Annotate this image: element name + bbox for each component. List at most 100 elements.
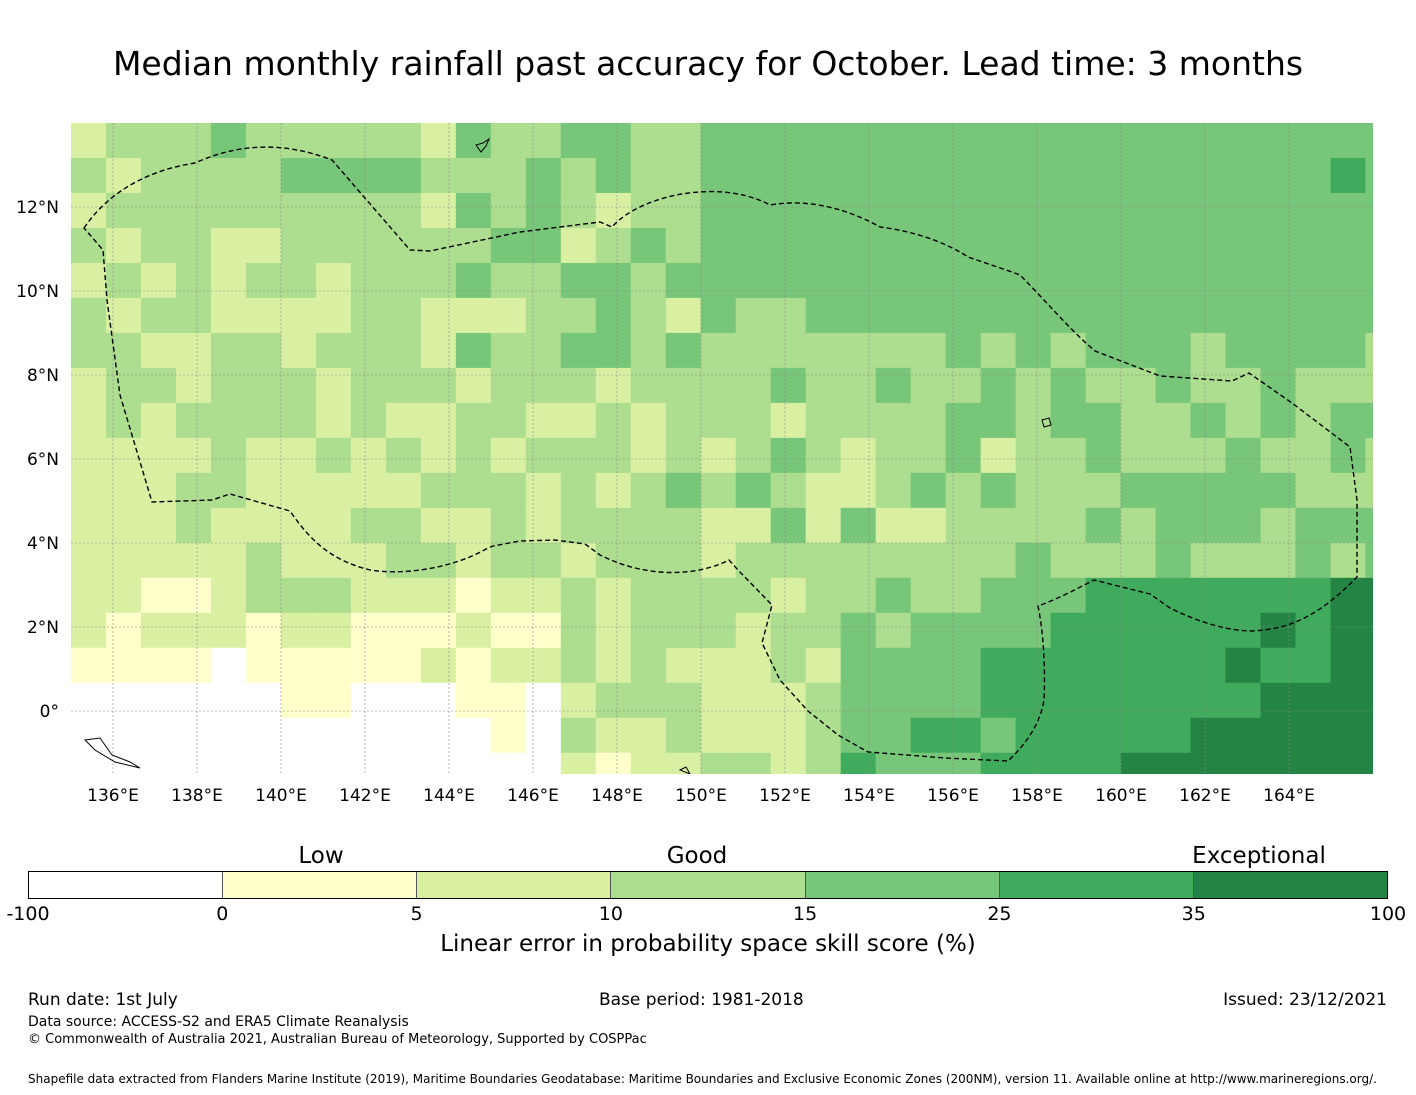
skill-cell [245, 437, 282, 474]
skill-cell [840, 367, 877, 404]
skill-cell [210, 227, 247, 264]
skill-cell [140, 367, 177, 404]
skill-cell [700, 402, 737, 439]
skill-cell [840, 297, 877, 334]
skill-cell [490, 123, 527, 159]
skill-cell [1260, 717, 1297, 754]
skill-cell [71, 157, 107, 194]
skill-cell [245, 752, 282, 774]
skill-cell [490, 752, 527, 774]
skill-cell [1365, 437, 1373, 474]
colorbar-tick-label: 5 [410, 903, 423, 925]
skill-cell [105, 367, 142, 404]
skill-cell [245, 647, 282, 684]
skill-cell [910, 647, 947, 684]
skill-cell [875, 437, 912, 474]
skill-cell [385, 332, 422, 369]
skill-cell [735, 647, 772, 684]
skill-cell [1120, 472, 1157, 509]
skill-cell [560, 437, 597, 474]
skill-cell [490, 297, 527, 334]
skill-cell [1225, 577, 1262, 614]
skill-cell [490, 507, 527, 544]
skill-cell [1330, 332, 1367, 369]
skill-cell [1365, 157, 1373, 194]
skill-cell [1295, 157, 1332, 194]
skill-cell [455, 332, 492, 369]
skill-cell [840, 472, 877, 509]
skill-cell [980, 542, 1017, 579]
skill-cell [665, 123, 702, 159]
skill-cell [105, 332, 142, 369]
skill-cell [805, 402, 842, 439]
skill-cell [525, 577, 562, 614]
skill-cell [280, 262, 317, 299]
skill-cell [1050, 367, 1087, 404]
skill-cell [1050, 402, 1087, 439]
skill-cell [560, 647, 597, 684]
skill-cell [910, 123, 947, 159]
skill-cell [1260, 227, 1297, 264]
skill-cell [735, 507, 772, 544]
skill-cell [210, 682, 247, 719]
skill-cell [805, 192, 842, 229]
skill-cell [1330, 227, 1367, 264]
skill-cell [420, 192, 457, 229]
skill-cell [315, 647, 352, 684]
skill-cell [1085, 123, 1122, 159]
skill-cell [735, 367, 772, 404]
skill-cell [1085, 472, 1122, 509]
skill-cell [1120, 717, 1157, 754]
skill-cell [665, 227, 702, 264]
colorbar [28, 871, 1388, 899]
skill-cell [350, 577, 387, 614]
skill-cell [700, 437, 737, 474]
skill-cell [385, 297, 422, 334]
skill-cell [71, 577, 107, 614]
skill-cell [385, 227, 422, 264]
skill-cell [1225, 123, 1262, 159]
skill-cell [1365, 577, 1373, 614]
skill-cell [665, 402, 702, 439]
skill-cell [595, 472, 632, 509]
skill-cell [490, 192, 527, 229]
run-date: Run date: 1st July [28, 990, 178, 1010]
skill-cell [105, 647, 142, 684]
skill-cell [595, 647, 632, 684]
skill-cell [945, 123, 982, 159]
skill-cell [805, 577, 842, 614]
skill-cell [1015, 647, 1052, 684]
skill-cell [1155, 227, 1192, 264]
skill-cell [210, 262, 247, 299]
skill-cell [840, 647, 877, 684]
skill-cell [385, 437, 422, 474]
skill-cell [665, 262, 702, 299]
skill-cell [1085, 437, 1122, 474]
skill-cell [665, 647, 702, 684]
skill-cell [805, 752, 842, 774]
skill-cell [1015, 402, 1052, 439]
skill-cell [560, 157, 597, 194]
skill-cell [945, 472, 982, 509]
skill-cell [210, 297, 247, 334]
skill-cell [1330, 192, 1367, 229]
skill-cell [490, 472, 527, 509]
skill-cell [105, 472, 142, 509]
skill-cell [630, 507, 667, 544]
skill-cell [455, 367, 492, 404]
skill-cell [1120, 682, 1157, 719]
lat-tick-label: 12°N [16, 198, 59, 218]
skill-cell [175, 647, 212, 684]
skill-cell [385, 612, 422, 649]
skill-cell [700, 577, 737, 614]
skill-cell [1225, 472, 1262, 509]
skill-cell [700, 542, 737, 579]
skill-cell [630, 612, 667, 649]
skill-cell [1365, 367, 1373, 404]
skill-cell [770, 472, 807, 509]
skill-cell [735, 472, 772, 509]
skill-cell [875, 332, 912, 369]
skill-cell [385, 402, 422, 439]
skill-cell [1155, 752, 1192, 774]
skill-cell [980, 472, 1017, 509]
